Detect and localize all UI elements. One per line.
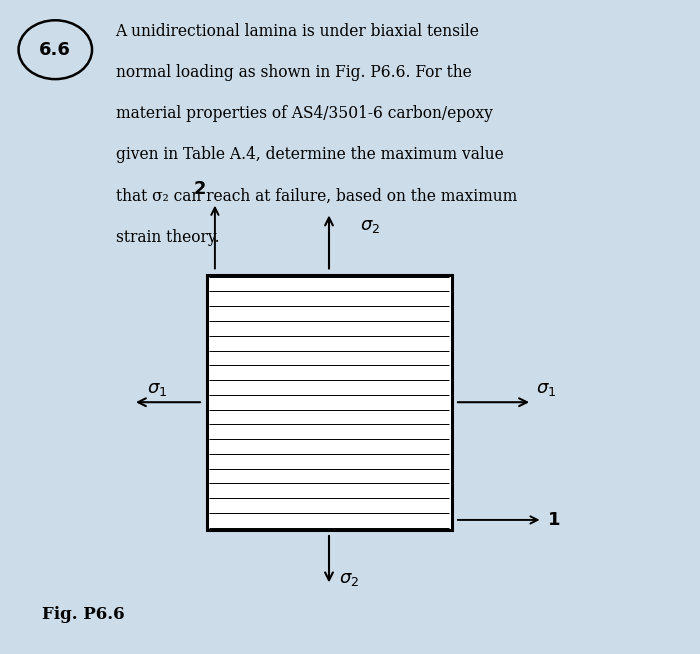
Text: normal loading as shown in Fig. P6.6. For the: normal loading as shown in Fig. P6.6. Fo… <box>116 64 471 81</box>
Text: $\sigma_1$: $\sigma_1$ <box>148 380 167 398</box>
Text: A unidirectional lamina is under biaxial tensile: A unidirectional lamina is under biaxial… <box>116 23 480 40</box>
Text: that σ₂ can reach at failure, based on the maximum: that σ₂ can reach at failure, based on t… <box>116 188 517 205</box>
Text: given in Table A.4, determine the maximum value: given in Table A.4, determine the maximu… <box>116 146 503 164</box>
Text: 1: 1 <box>548 511 561 529</box>
Text: strain theory.: strain theory. <box>116 229 219 246</box>
Text: 6.6: 6.6 <box>39 41 71 59</box>
Text: $\sigma_1$: $\sigma_1$ <box>536 380 556 398</box>
Text: material properties of AS4/3501-6 carbon/epoxy: material properties of AS4/3501-6 carbon… <box>116 105 492 122</box>
Text: Fig. P6.6: Fig. P6.6 <box>42 606 125 623</box>
Text: $\sigma_2$: $\sigma_2$ <box>339 570 358 589</box>
Bar <box>206 275 452 530</box>
Text: 2: 2 <box>193 179 206 198</box>
Bar <box>206 275 452 530</box>
Text: $\sigma_2$: $\sigma_2$ <box>360 216 381 235</box>
